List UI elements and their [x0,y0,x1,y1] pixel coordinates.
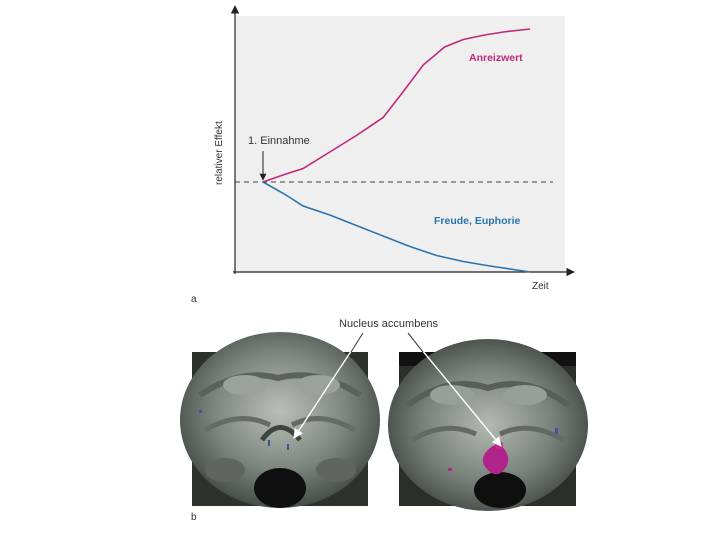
series-label-anreizwert: Anreizwert [469,52,523,64]
series-label-freude-euphorie: Freude, Euphorie [434,215,521,227]
arrow-right-upper [407,332,424,353]
annotation-nucleus-accumbens: Nucleus accumbens [339,318,439,330]
chart-background [235,16,565,272]
arrow-to-right-scan [407,332,502,447]
chart-a: 1. Einnahme relativer Effekt Zeit Anreiz… [214,5,575,292]
x-axis-label: Zeit [532,281,549,292]
arrow-to-left-scan-shadow [363,333,365,352]
mri-scan-left [180,332,380,508]
series-line-freude-euphorie [262,181,531,273]
panel-label-b: b [191,512,197,523]
y-axis-label: relativer Effekt [214,121,225,185]
series-line-anreizwert [262,28,531,183]
arrow-left-upper [350,332,364,353]
mri-scan-right [388,339,588,511]
panel-label-a: a [191,294,197,305]
annotation-first-intake: 1. Einnahme [248,135,310,147]
